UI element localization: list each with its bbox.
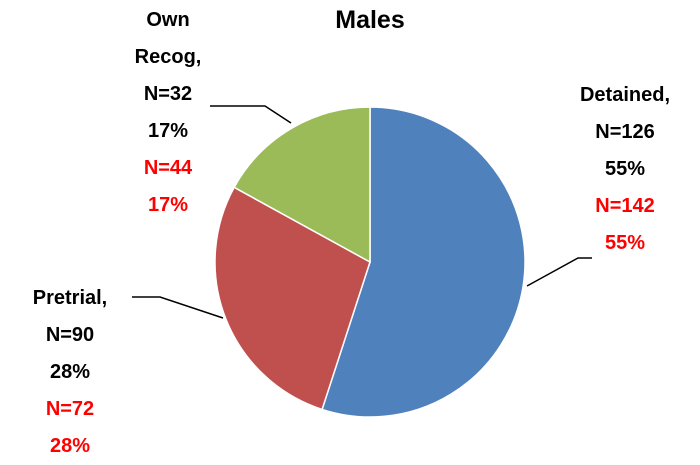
category-label: Pretrial, [32,287,108,309]
count-label: N=32 [143,83,193,105]
pie-slice [233,106,371,264]
pie-slice [321,106,526,418]
category-label: Own Recog, [134,9,202,68]
count-label: N=142 [595,195,655,217]
value-label: 17% [147,120,189,142]
count-label: N=44 [143,157,193,179]
category-label: Detained, [579,84,671,106]
value-label: 17% [147,194,189,216]
count-label: N=126 [595,121,655,143]
leader-line [210,105,292,124]
pie-slice [214,186,371,411]
value-label: 28% [49,435,91,457]
value-label: 28% [49,361,91,383]
leader-line [132,296,224,319]
count-label: N=72 [45,398,95,420]
value-label: 55% [604,158,646,180]
slice-label: Pretrial, N=90 28% N=72 28% [5,280,135,465]
value-label: 55% [604,232,646,254]
slices [214,106,526,418]
slice-label: Own Recog, N=32 17% N=44 17% [123,2,213,224]
chart-title: Males [335,6,405,34]
count-label: N=90 [45,324,95,346]
leader-line [526,257,592,287]
slice-label: Detained, N=126 55% N=142 55% [560,77,690,262]
